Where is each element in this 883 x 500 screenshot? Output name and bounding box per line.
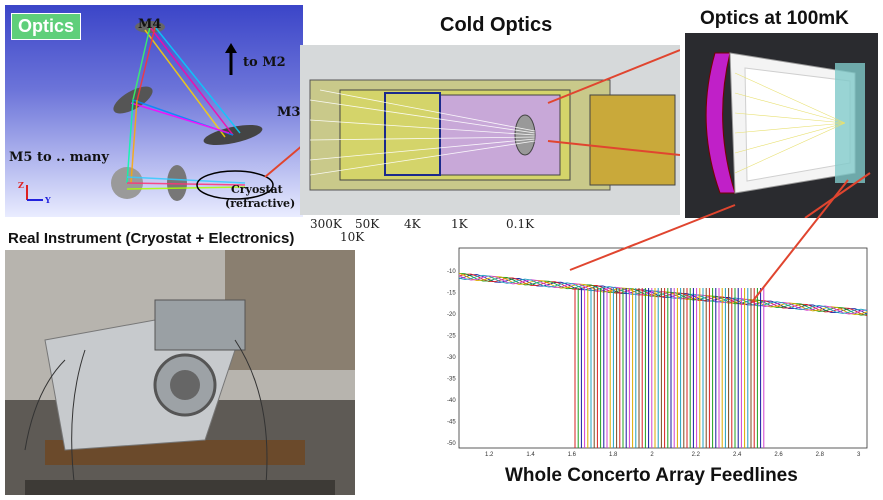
y-tick-label: -50 xyxy=(447,441,456,447)
axis-z-label: Z xyxy=(18,180,24,190)
axis-y-label: Y xyxy=(45,195,51,205)
instrument-title: Real Instrument (Cryostat + Electronics) xyxy=(8,230,295,247)
temp-label-4k: 4K xyxy=(404,217,421,231)
m5-label: M5 to .. many xyxy=(9,150,109,165)
x-tick-label: 2.2 xyxy=(692,452,701,458)
feedline-curve xyxy=(458,273,868,316)
y-tick-label: -15 xyxy=(447,291,456,297)
cold-optics-diagram xyxy=(300,45,680,215)
x-tick-label: 3 xyxy=(857,452,861,458)
feedline-curve xyxy=(458,274,868,315)
x-tick-label: 1.8 xyxy=(609,452,618,458)
mk-optics-diagram xyxy=(685,33,878,218)
x-tick-label: 1.6 xyxy=(568,452,577,458)
y-tick-label: -45 xyxy=(447,420,456,426)
optics-rays-illustration xyxy=(26,21,303,201)
optics-diagram: Optics M4 M3 to M2 M5 to .. many Cryosta… xyxy=(5,5,303,217)
m3-label: M3 xyxy=(277,105,301,120)
y-tick-label: -10 xyxy=(447,269,456,275)
cryostat-highlight xyxy=(196,170,274,200)
instrument-photo-illustration xyxy=(5,250,355,495)
feedline-curve xyxy=(458,275,868,315)
cryostat-label: Cryostat xyxy=(231,183,283,196)
cold-optics-title: Cold Optics xyxy=(440,14,553,36)
mk-optics-illustration xyxy=(685,33,878,218)
optics-title: Optics xyxy=(11,13,82,40)
y-tick-label: -40 xyxy=(447,398,456,404)
temp-label-50k: 50K xyxy=(355,217,380,231)
y-tick-label: -20 xyxy=(447,312,456,318)
feedline-curve xyxy=(458,274,868,314)
temp-label-10k: 10K xyxy=(340,230,365,244)
temp-label-0-1k: 0.1K xyxy=(506,217,535,231)
y-tick-label: -25 xyxy=(447,334,456,340)
x-tick-label: 1.2 xyxy=(485,452,494,458)
mk-optics-title: Optics at 100mK xyxy=(700,8,849,29)
x-tick-label: 2.6 xyxy=(774,452,783,458)
m4-label: M4 xyxy=(138,17,162,32)
feedline-plot-svg: -10 -15 -20 -25 -30 -35 -40 -45 -50 1.2 1.4 1.6 1.8… xyxy=(447,247,868,458)
feedline-plot: -10 -15 -20 -25 -30 -35 -40 -45 -50 1.2 1.4 1.6 1.8… xyxy=(445,243,870,458)
feedlines-title: Whole Concerto Array Feedlines xyxy=(505,465,798,486)
instrument-photo xyxy=(5,250,355,495)
m2-label: to M2 xyxy=(243,55,286,70)
feedline-curve xyxy=(458,273,868,317)
x-tick-label: 2 xyxy=(650,452,654,458)
cold-optics-illustration xyxy=(300,45,680,215)
temp-label-1k: 1K xyxy=(451,217,468,231)
y-tick-label: -35 xyxy=(447,377,456,383)
refractive-label: (refractive) xyxy=(225,197,296,210)
x-tick-label: 2.4 xyxy=(733,452,742,458)
y-tick-label: -30 xyxy=(447,355,456,361)
temp-label-300k: 300K xyxy=(310,217,342,231)
x-tick-label: 1.4 xyxy=(526,452,535,458)
x-tick-label: 2.8 xyxy=(816,452,825,458)
